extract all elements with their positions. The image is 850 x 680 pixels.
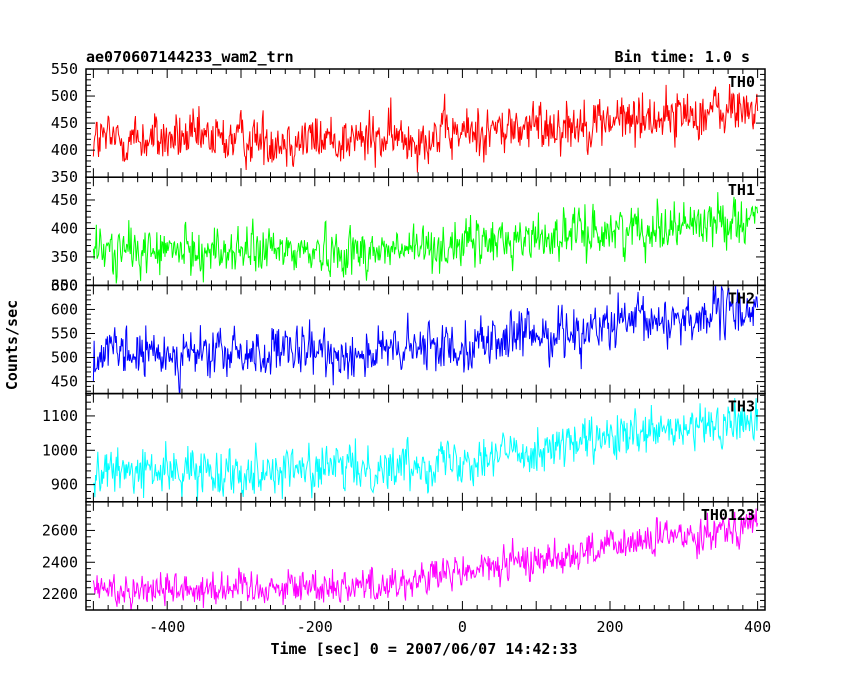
panels-group: 350 400 450 500 550 TH0 300 350 400 450 TH1 450 500 5… [42, 60, 766, 611]
y-tick-label: 600 [51, 300, 78, 318]
plot-title: ae070607144233_wam2_trn [86, 48, 294, 66]
x-tick-label: 200 [596, 618, 623, 636]
y-tick-label: 1100 [42, 407, 78, 425]
y-tick-label: 450 [51, 114, 78, 132]
y-axis-label: Counts/sec [3, 300, 21, 390]
panel-th0: 350 400 450 500 550 TH0 [51, 60, 766, 186]
y-tick-label: 500 [51, 87, 78, 105]
series-line-th1 [92, 192, 759, 284]
panel-frame [85, 284, 766, 395]
y-tick-label: 450 [51, 191, 78, 209]
series-line-th2 [92, 285, 759, 394]
panel-th1: 300 350 400 450 TH1 [51, 176, 766, 294]
panel-frame [85, 176, 766, 287]
x-tick-label: -200 [297, 618, 333, 636]
panel-name-label: TH2 [728, 289, 755, 307]
panel-name-label: TH1 [728, 181, 755, 199]
y-tick-label: 400 [51, 141, 78, 159]
panel-name-label: TH0123 [701, 506, 755, 524]
y-tick-label: 2200 [42, 585, 78, 603]
x-tick-label: -400 [149, 618, 185, 636]
y-tick-label: 550 [51, 324, 78, 342]
x-tick-label: 0 [458, 618, 467, 636]
y-tick-label: 1000 [42, 441, 78, 459]
bin-time-label: Bin time: 1.0 s [615, 48, 750, 66]
series-line-th3 [92, 398, 759, 502]
y-tick-label: 450 [51, 373, 78, 391]
y-tick-label: 650 [51, 276, 78, 294]
series-line-th0123 [92, 508, 759, 610]
x-axis-label: Time [sec] 0 = 2007/06/07 14:42:33 [270, 640, 577, 658]
y-tick-label: 350 [51, 168, 78, 186]
y-tick-label: 500 [51, 349, 78, 367]
y-tick-label: 300 [51, 276, 78, 294]
panel-name-label: TH3 [728, 398, 755, 416]
series-line-th0 [92, 83, 759, 173]
y-tick-label: 2600 [42, 521, 78, 539]
y-tick-label: 350 [51, 248, 78, 266]
panel-th2: 450 500 550 600 650 TH2 [51, 276, 766, 395]
x-tick-label: 400 [744, 618, 771, 636]
y-tick-label: 2400 [42, 553, 78, 571]
x-axis: -400 -200 0 200 400 [149, 618, 771, 636]
panel-frame [85, 501, 766, 611]
y-tick-label: 550 [51, 60, 78, 78]
panel-th3: 900 1000 1100 TH3 [42, 392, 766, 503]
y-tick-label: 400 [51, 219, 78, 237]
panel-th0123: 2200 2400 2600 TH0123 [42, 501, 766, 611]
panel-name-label: TH0 [728, 73, 755, 91]
y-tick-label: 900 [51, 476, 78, 494]
